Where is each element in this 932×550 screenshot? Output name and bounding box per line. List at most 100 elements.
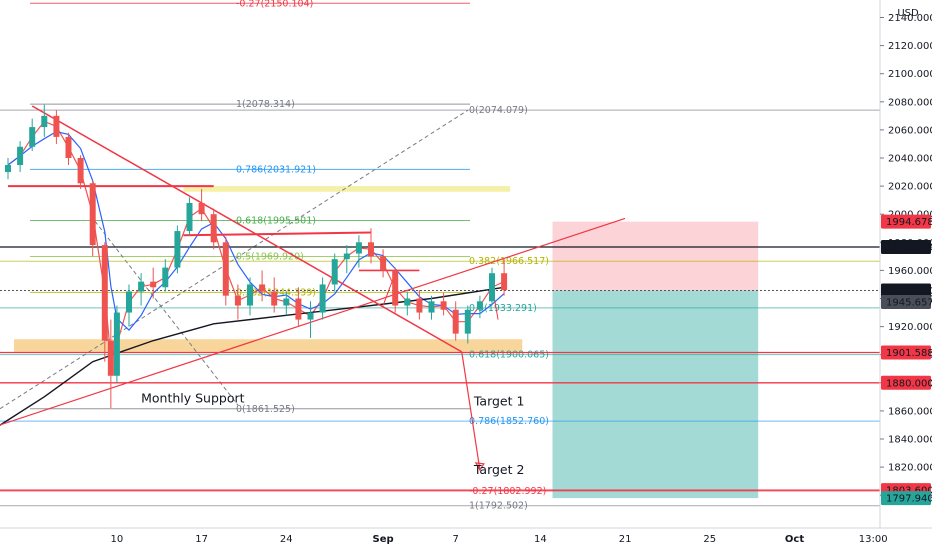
candle [319,277,326,320]
time-tick-label: 25 [703,534,716,545]
candle-body [41,115,48,128]
candle [331,253,338,292]
candle-body [416,298,423,313]
candle [440,292,447,316]
candle-body [53,115,60,137]
candle [113,305,120,383]
fib2-diagonal-line [0,109,469,410]
candle-body [150,281,157,288]
candle [5,158,11,180]
candle-body [259,284,266,292]
candle-body [107,340,114,376]
annotations-layer: Monthly Support Target 1 Target 2 [141,390,524,477]
price-badge-bg [881,491,931,506]
candle [138,273,145,306]
fib2-level-label: 1(1792.502) [469,501,528,512]
price-tick-label: 2120.000 [888,41,932,52]
candle-body [126,291,132,313]
candle-body [222,242,229,296]
price-badge[interactable]: 1797.940 [881,491,932,506]
price-axis[interactable]: 2140.000 2120.000 2100.000 2080.000 2060.000… [880,0,932,506]
zones-layer [14,186,523,352]
candle [271,277,278,313]
price-badge[interactable]: 1945.657 [881,295,932,310]
time-tick-label: 7 [453,534,459,545]
candle-body [77,158,84,184]
currency-label: USD [897,8,919,19]
candle-body [501,273,508,291]
price-badge-text: 1901.588 [886,348,932,359]
candles-layer[interactable] [5,104,508,409]
candle [355,235,362,268]
price-badge[interactable]: 1976.629 [881,240,932,255]
support-zone-1 [183,186,511,192]
price-tick-label: 2100.000 [888,69,932,80]
candle [107,319,114,409]
time-tick-label: 24 [280,534,293,545]
price-tick-label: 2060.000 [888,125,932,136]
candle-body [65,136,72,158]
fib2-level-label: 0.618(1900.065) [469,350,549,361]
candle-body [234,295,241,306]
projection-arrow-head [474,462,485,472]
candle [476,295,483,319]
candle [380,249,387,278]
fib1-level-label: 1(2078.314) [236,99,295,110]
candle-body [162,267,169,288]
candle [126,284,132,327]
descending-trendline [31,105,463,353]
candle [368,228,374,264]
fib1-diagonal-line [94,220,239,406]
candle [283,291,290,316]
candle-body [101,245,108,341]
price-tick-label: 2140.000 [888,13,932,24]
price-tick-label: 1820.000 [888,463,932,474]
candle [295,287,302,327]
price-badge[interactable]: 1901.588 [881,345,932,360]
fib1-level-label: -0.27(2150.104) [236,0,313,9]
candle [210,208,217,250]
candle-body [368,242,374,257]
fib2-level-label: 0.382(1966.517) [469,256,549,267]
annotation-text: Target 1 [473,393,525,408]
time-tick-label: 21 [619,534,632,545]
fib2-level-label: 0.786(1852.760) [469,416,549,427]
fib2-level-label: 0.5(1933.291) [469,303,537,314]
candle-body [440,301,447,310]
candle-body [319,284,326,313]
time-tick-label: Oct [785,534,804,545]
candle-body [198,202,205,215]
fib1-level-label: 0.5(1969.920) [236,251,304,262]
candle [501,259,508,296]
fib2-level-label: 0(2074.079) [469,105,528,116]
candle [17,141,24,173]
candle-body [489,273,495,302]
candle [162,259,169,292]
candle [343,245,350,274]
annotation-text: Target 2 [473,462,525,477]
time-tick-label: 13:00 [859,534,888,545]
candle [247,277,253,316]
candle [392,267,399,313]
position-target-zone [552,290,759,499]
candle-body [174,231,181,268]
candle-body [331,259,338,285]
candle [404,291,411,316]
price-badge-text: 1797.940 [886,494,932,505]
position-stop-zone [552,221,759,291]
candle-body [5,165,11,173]
price-tick-label: 2080.000 [888,97,932,108]
price-badge[interactable]: 1880.000 [881,375,932,390]
candle [489,267,495,306]
candle-body [392,270,399,306]
candle-body [355,242,362,254]
candle-body [464,309,471,334]
price-badge[interactable]: 1994.678 [881,214,932,229]
price-badge-bg [881,295,931,310]
price-tick-label: 2040.000 [888,154,932,165]
price-tick-label: 2020.000 [888,182,932,193]
candle [222,236,229,306]
